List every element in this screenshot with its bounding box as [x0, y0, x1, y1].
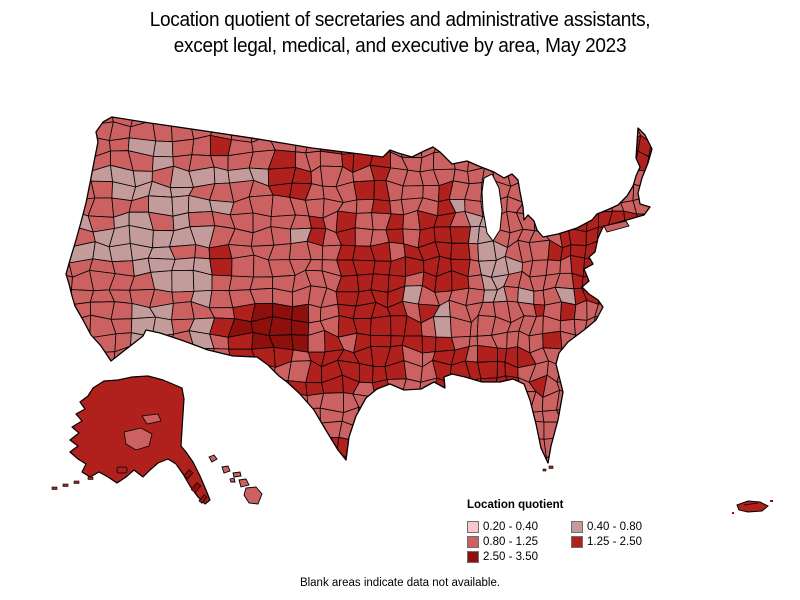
page-title: Location quotient of secretaries and adm… [20, 7, 780, 59]
page-title-line2: except legal, medical, and executive by … [173, 35, 627, 57]
legend-label: 0.20 - 0.40 [483, 521, 538, 533]
legend-swatch-icon [467, 536, 479, 548]
legend-label: 0.40 - 0.80 [587, 521, 642, 533]
legend-swatch-icon [571, 536, 583, 548]
legend-title: Location quotient [467, 499, 564, 511]
legend-item: 0.40 - 0.80 [571, 521, 677, 533]
page-title-line1: Location quotient of secretaries and adm… [149, 9, 651, 31]
legend-swatch-icon [571, 521, 583, 533]
legend-item: 0.80 - 1.25 [467, 536, 571, 548]
legend-item: 1.25 - 2.50 [571, 536, 677, 548]
legend-label: 0.80 - 1.25 [483, 536, 538, 548]
legend-label: 1.25 - 2.50 [587, 536, 642, 548]
legend-label: 2.50 - 3.50 [483, 551, 538, 563]
legend-grid: 0.20 - 0.40 0.40 - 0.80 0.80 - 1.25 1.25… [467, 521, 677, 563]
legend-swatch-icon [467, 521, 479, 533]
footnote: Blank areas indicate data not available. [299, 577, 501, 589]
legend-item: 2.50 - 3.50 [467, 551, 571, 563]
legend-item: 0.20 - 0.40 [467, 521, 571, 533]
legend-swatch-icon [467, 551, 479, 563]
map-legend: Location quotient 0.20 - 0.40 0.40 - 0.8… [467, 499, 677, 563]
